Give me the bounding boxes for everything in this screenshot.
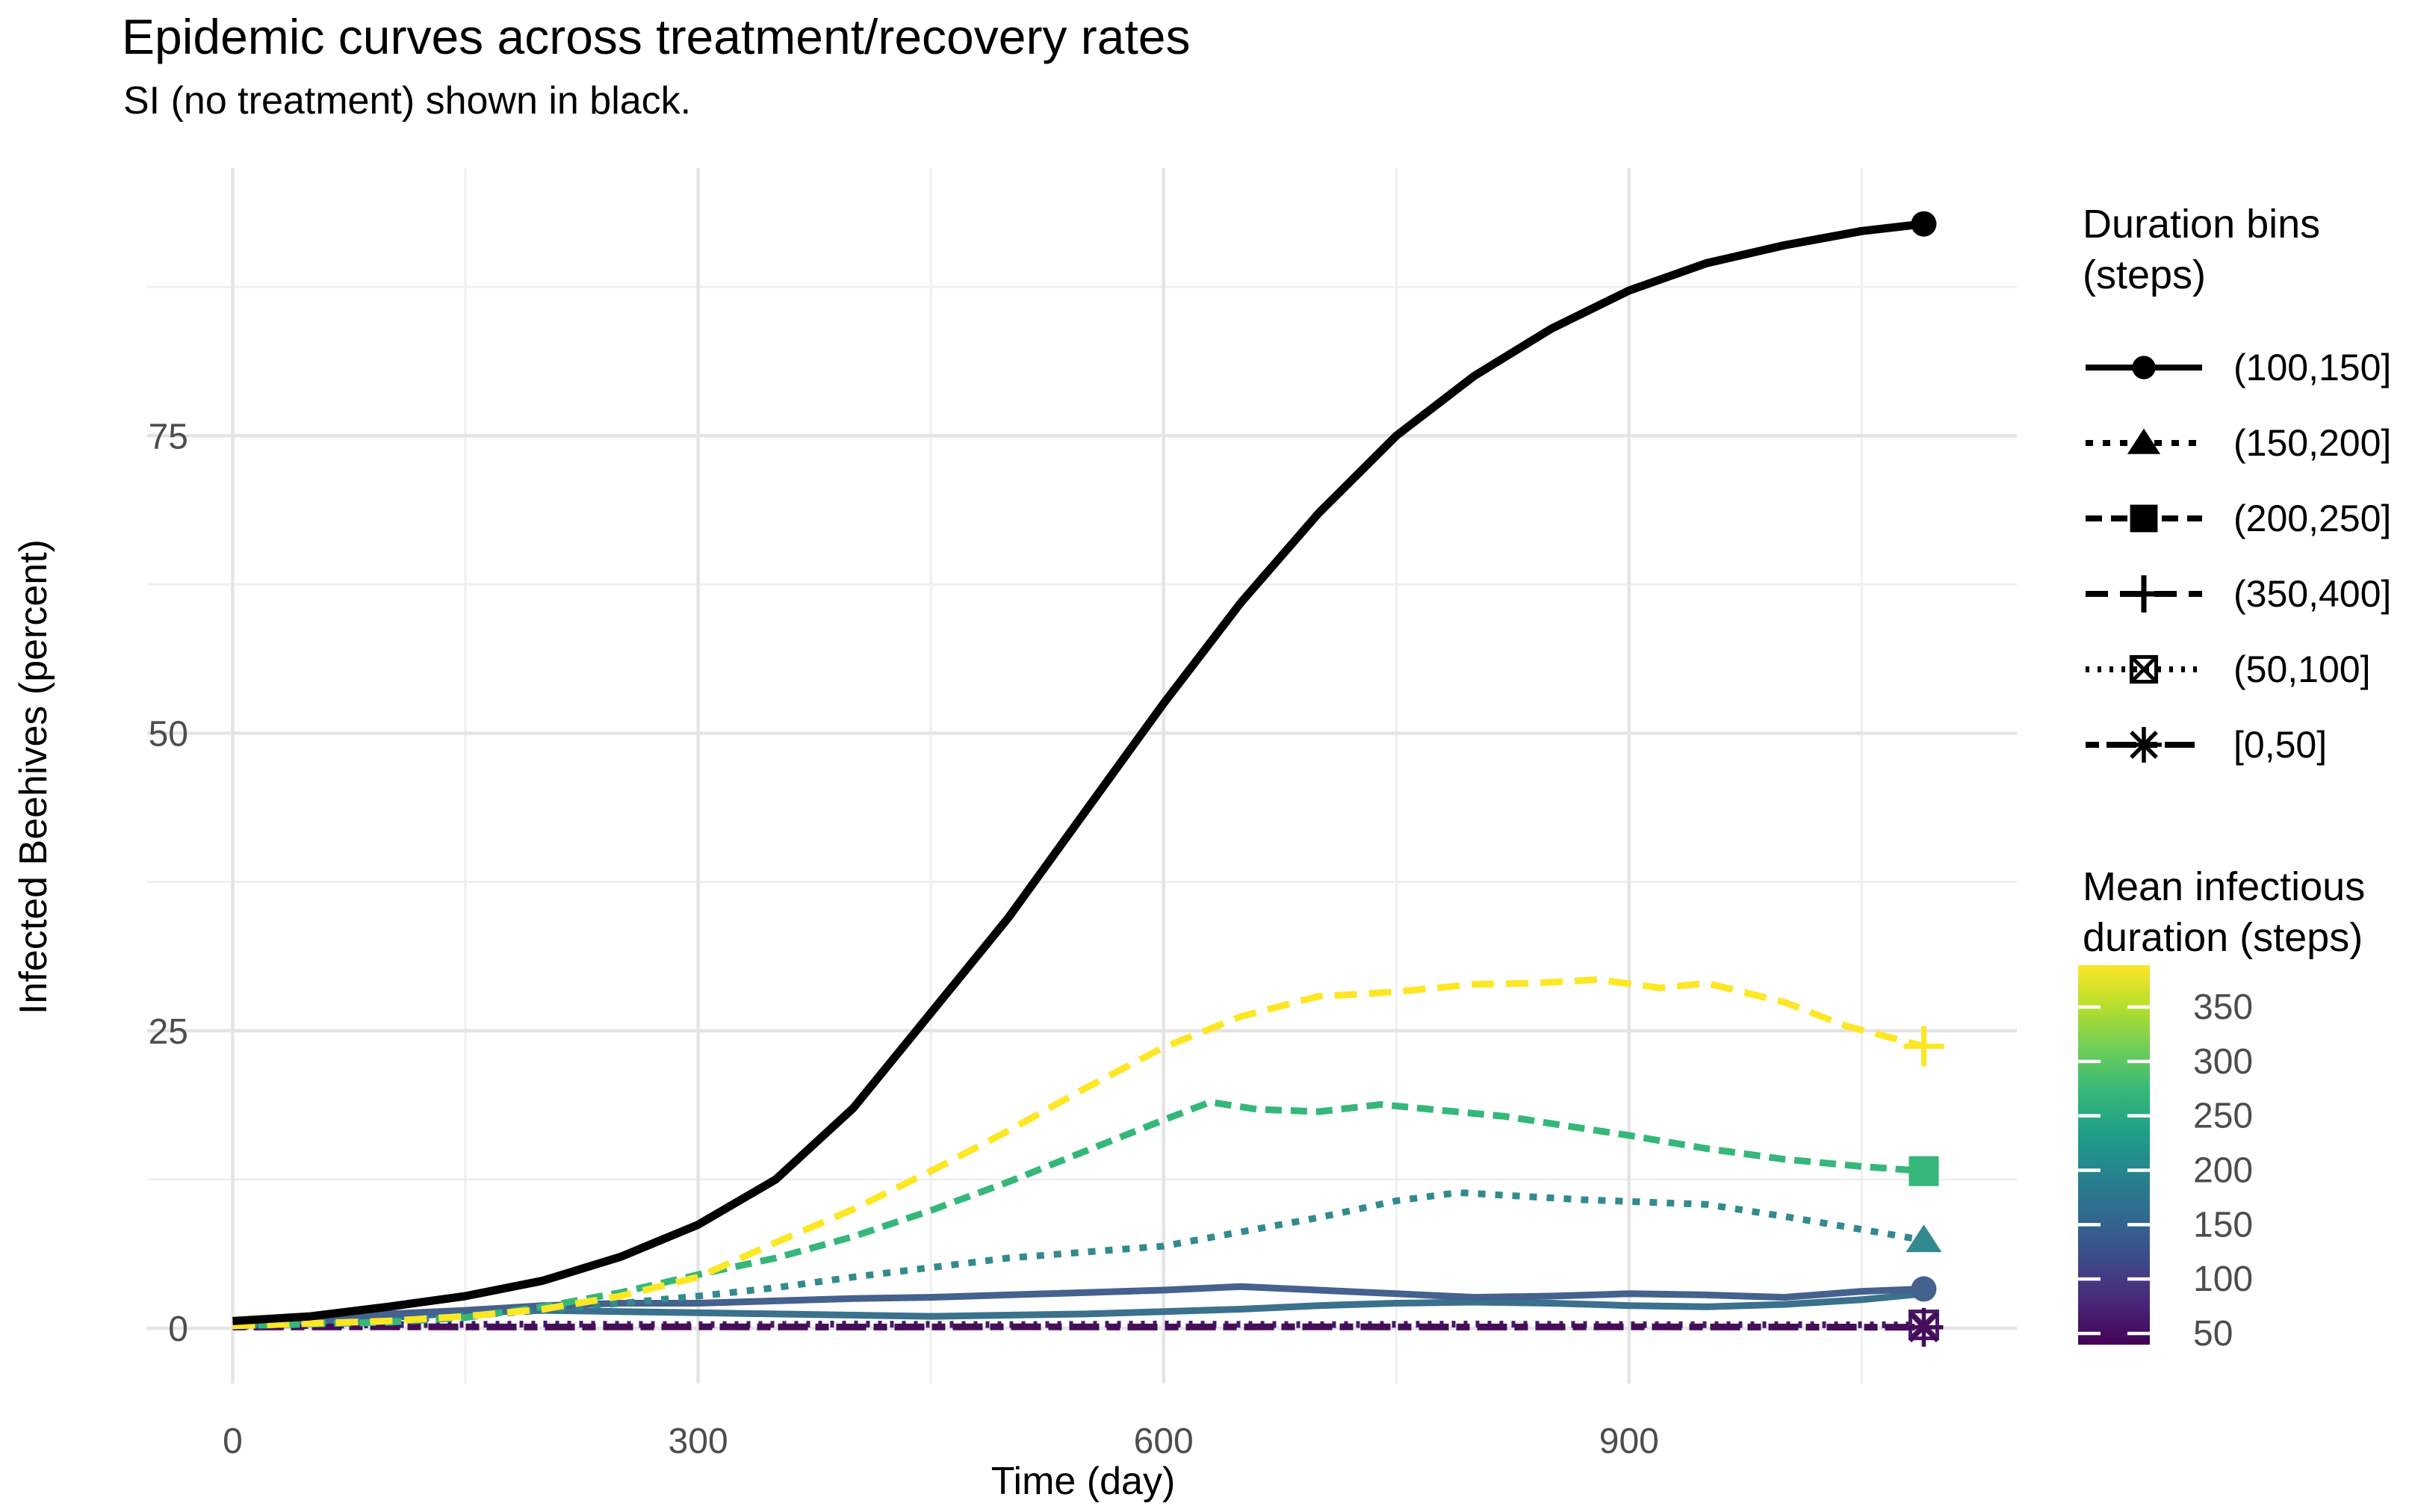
y-tick-label: 75 (149, 417, 188, 456)
endpoint-square-marker (2130, 504, 2158, 533)
color-legend-title-line1: Mean infectious (2083, 864, 2365, 909)
endpoint-triangle-marker (2127, 428, 2161, 454)
endpoint-crossed-box-marker (2130, 655, 2158, 684)
axis-tick-labels: 0 300 600 900 0 25 50 75 (149, 417, 1659, 1461)
chart-title: Epidemic curves across treatment/recover… (122, 9, 1191, 64)
legend-item: [0,50] (2086, 724, 2327, 766)
legend-item: (150,200] (2086, 422, 2391, 464)
legend-item-label: (100,150] (2233, 347, 2391, 388)
x-tick-label: 600 (1134, 1422, 1194, 1461)
endpoint-triangle-marker (1906, 1224, 1942, 1253)
legend-item-label: (50,100] (2233, 648, 2370, 690)
x-tick-label: 0 (223, 1422, 243, 1461)
color-legend-title-line2: duration (steps) (2083, 915, 2363, 960)
endpoint-square-marker (1909, 1156, 1939, 1186)
colorbar-tick-label: 50 (2193, 1314, 2233, 1354)
y-tick-label: 0 (168, 1310, 188, 1349)
colorbar-legend: 350 300 250 200 150 100 50 (2078, 965, 2253, 1354)
colorbar-tick-label: 250 (2193, 1097, 2253, 1136)
endpoint-asterisk-marker (1909, 1312, 1939, 1343)
y-tick-label: 25 (149, 1012, 188, 1052)
endpoint-circle-marker (2132, 356, 2156, 379)
colorbar-tick-label: 100 (2193, 1260, 2253, 1299)
duration-bins-legend: (100,150] (150,200] (200,250] (350,400] (50,… (2086, 347, 2391, 766)
y-axis-title: Infected Beehives (percent) (12, 539, 55, 1014)
legend-item-label: (150,200] (2233, 422, 2391, 464)
series-line-SI-(no-treatment) (232, 220, 1925, 1325)
x-axis-title: Time (day) (991, 1460, 1176, 1503)
legend-item: (50,100] (2086, 648, 2370, 690)
legend-item-label: (200,250] (2233, 498, 2391, 539)
endpoint-circle-marker (1911, 1276, 1937, 1302)
shape-legend-title-line1: Duration bins (2083, 202, 2320, 247)
y-tick-label: 50 (149, 715, 188, 755)
colorbar-tick-label: 350 (2193, 988, 2253, 1027)
endpoint-asterisk-marker (2130, 731, 2158, 759)
legend-item: (350,400] (2086, 573, 2391, 615)
colorbar-tick-label: 150 (2193, 1205, 2253, 1245)
legend-item-label: (350,400] (2233, 573, 2391, 615)
endpoint-circle-marker (1911, 211, 1937, 237)
colorbar (2078, 965, 2150, 1345)
shape-legend-title-line2: (steps) (2083, 252, 2206, 297)
legend-item-label: [0,50] (2233, 724, 2327, 766)
x-tick-label: 900 (1599, 1422, 1659, 1461)
gridlines (147, 168, 2017, 1384)
x-tick-label: 300 (669, 1422, 728, 1461)
colorbar-tick-label: 200 (2193, 1151, 2253, 1191)
series-line-(150,200] (232, 1189, 1925, 1330)
chart-subtitle: SI (no treatment) shown in black. (123, 79, 691, 123)
legend-item: (200,250] (2086, 498, 2391, 539)
legend-item: (100,150] (2086, 347, 2391, 388)
series-end-markers (1903, 211, 1944, 1347)
endpoint-crossed-box-marker (2129, 654, 2159, 684)
series-lines (232, 220, 1925, 1331)
colorbar-tick-label: 300 (2193, 1042, 2253, 1082)
